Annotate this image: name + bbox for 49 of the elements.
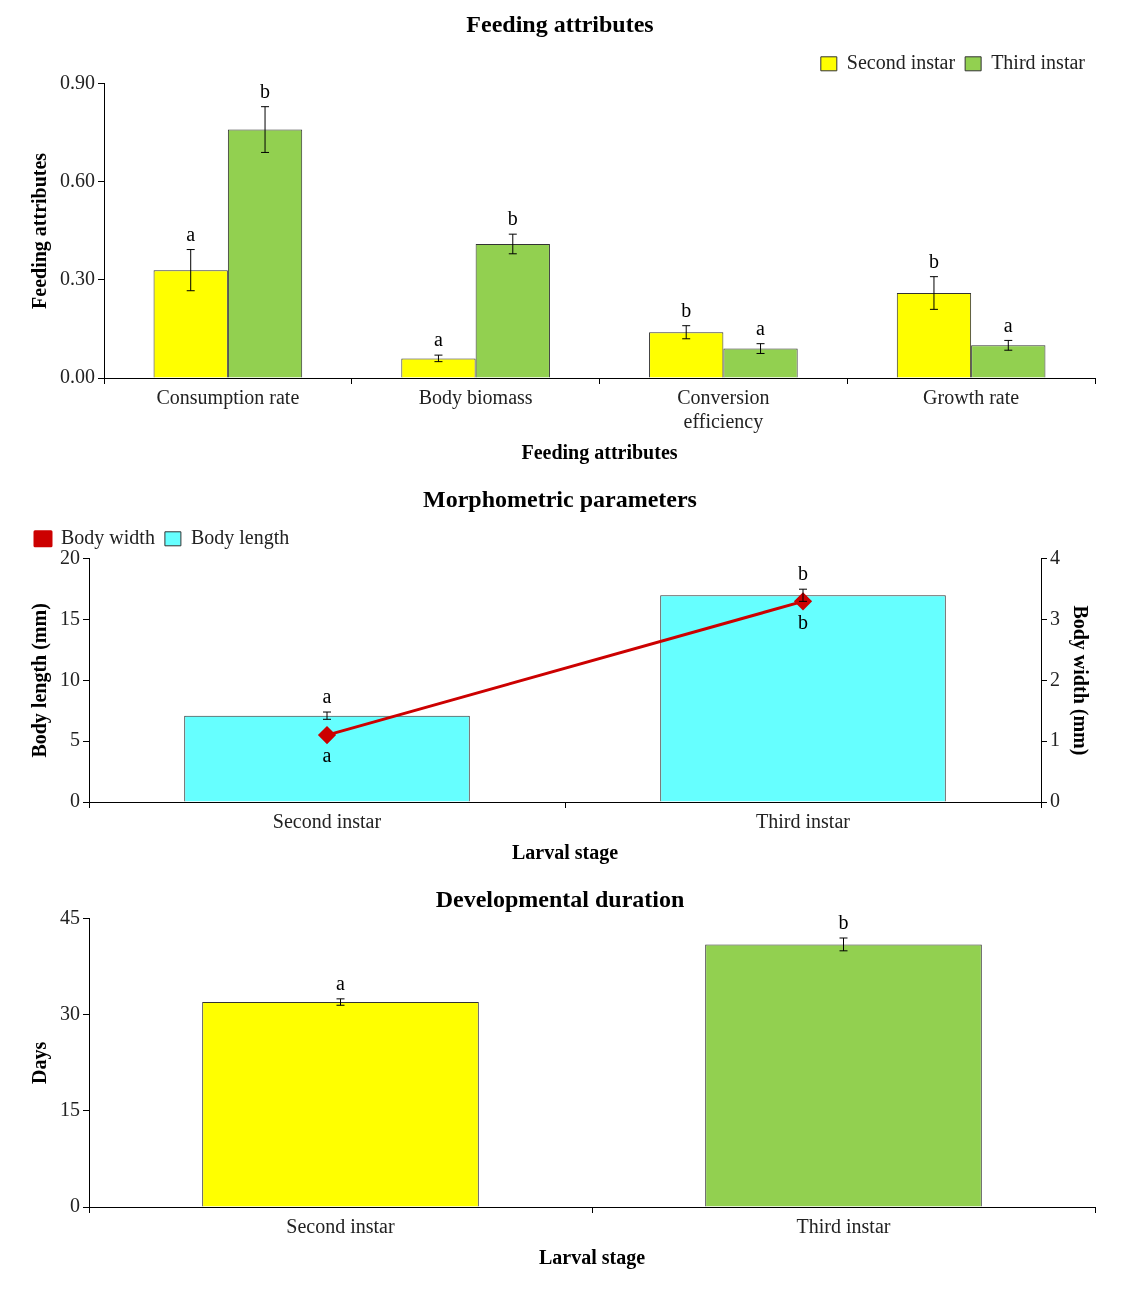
- data-label: a: [322, 685, 332, 708]
- data-label: b: [798, 562, 808, 585]
- y-tick-label: 0: [70, 1194, 80, 1217]
- data-label: b: [798, 610, 808, 633]
- y-tick-label: 0: [70, 789, 80, 812]
- y2-tick-label: 1: [1050, 728, 1060, 751]
- category-label: efficiency: [683, 410, 764, 433]
- chart-title: Developmental duration: [435, 885, 685, 912]
- chart-title: Feeding attributes: [466, 10, 654, 37]
- x-tick-label: Consumption rate: [156, 386, 300, 410]
- data-label: a: [756, 316, 766, 339]
- data-label: a: [322, 744, 332, 767]
- y-tick-label: 0.60: [60, 169, 95, 192]
- legend-label: Second instar: [846, 51, 956, 74]
- y-tick-label: 30: [60, 1002, 80, 1025]
- y2-tick-label: 4: [1050, 546, 1060, 569]
- data-label: a: [336, 972, 346, 995]
- y-tick-label: 5: [70, 728, 80, 751]
- y-tick-label: 15: [60, 606, 80, 629]
- y-tick-label: 15: [60, 1098, 80, 1121]
- legend-label: Body length: [190, 526, 290, 550]
- y2-axis-title: Body width (mm): [1068, 605, 1092, 756]
- data-label: b: [681, 298, 692, 321]
- y-tick-label: 0.30: [60, 267, 95, 290]
- y-tick-label: 45: [60, 906, 80, 929]
- x-tick-label: Growth rate: [923, 386, 1020, 409]
- data-label: b: [260, 79, 271, 102]
- x-tick-label: Body biomass: [418, 386, 533, 410]
- y-axis-title: Feeding attributes: [28, 152, 52, 309]
- data-label: b: [928, 249, 939, 272]
- legend-label: Third instar: [991, 51, 1086, 74]
- x-axis-title: Larval stage: [511, 841, 619, 865]
- data-label: b: [507, 207, 518, 230]
- y-tick-label: 0.00: [60, 365, 95, 388]
- category-label: Conversion: [677, 386, 770, 409]
- x-axis-title: Feeding attributes: [521, 441, 678, 465]
- data-label: a: [186, 222, 196, 245]
- y2-tick-label: 0: [1050, 789, 1060, 812]
- y-tick-label: 0.90: [60, 71, 95, 94]
- x-axis-title: Larval stage: [538, 1246, 646, 1270]
- data-label: a: [434, 328, 444, 351]
- y2-tick-label: 3: [1050, 606, 1060, 629]
- y-axis-title: Body length (mm): [28, 603, 52, 758]
- y2-tick-label: 2: [1050, 667, 1060, 690]
- y-tick-label: 10: [60, 667, 80, 690]
- data-label: b: [838, 911, 849, 934]
- y-axis-title: Days: [28, 1041, 52, 1085]
- data-label: a: [1003, 313, 1013, 336]
- chart-title: Morphometric parameters: [423, 485, 697, 512]
